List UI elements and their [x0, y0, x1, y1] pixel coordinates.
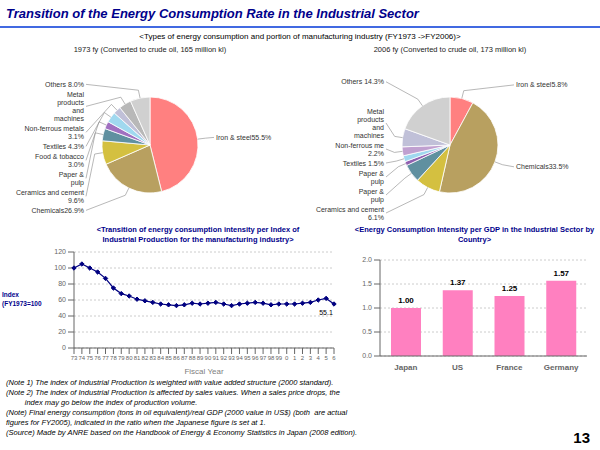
svg-text:20: 20: [58, 328, 66, 335]
svg-text:84: 84: [157, 355, 164, 361]
svg-text:98: 98: [268, 355, 275, 361]
svg-text:Ceramics and cement9.6%: Ceramics and cement9.6%: [16, 189, 84, 204]
svg-text:Paper &pulp: Paper &pulp: [359, 188, 385, 204]
svg-text:80: 80: [126, 355, 133, 361]
svg-text:3: 3: [309, 355, 313, 361]
svg-text:Non-ferrous me2.2%: Non-ferrous me2.2%: [335, 142, 384, 157]
svg-text:82: 82: [142, 355, 149, 361]
svg-text:Paper &pulp: Paper &pulp: [59, 171, 85, 187]
svg-text:Food & tobacco3.0%: Food & tobacco3.0%: [35, 153, 84, 168]
svg-text:89: 89: [197, 355, 204, 361]
html-text:Transition of the Energy Consu: Transition of the Energy Consumption Rat…: [6, 6, 419, 21]
svg-text:93: 93: [228, 355, 235, 361]
html-text:(Note) Final energy consumptio: (Note) Final energy consumption (tons in…: [6, 408, 358, 437]
svg-text:88: 88: [189, 355, 196, 361]
svg-text:97: 97: [260, 355, 267, 361]
svg-text:Paper &pulp: Paper &pulp: [359, 170, 385, 186]
svg-text:Metalproductsandmachines: Metalproductsandmachines: [354, 108, 384, 139]
svg-text:Textiles 4.3%: Textiles 4.3%: [43, 143, 84, 150]
html-text:(Note 1) The index of Industri: (Note 1) The index of Industrial Product…: [6, 378, 334, 387]
svg-text:92: 92: [220, 355, 227, 361]
svg-text:4: 4: [317, 355, 321, 361]
svg-text:95: 95: [244, 355, 251, 361]
svg-text:77: 77: [102, 355, 109, 361]
svg-text:Chemicals33.5%: Chemicals33.5%: [516, 163, 569, 170]
svg-text:Iron & steel5.8%: Iron & steel5.8%: [516, 81, 567, 88]
svg-text:40: 40: [58, 312, 66, 319]
svg-text:Textiles 1.5%: Textiles 1.5%: [343, 160, 384, 167]
svg-text:76: 76: [94, 355, 101, 361]
html-text:<Energy Consumption Intensity: <Energy Consumption Intensity per GDP in…: [354, 225, 595, 244]
svg-text:Fiscal Year: Fiscal Year: [184, 367, 223, 374]
svg-text:60: 60: [58, 296, 66, 303]
svg-text:1.0: 1.0: [362, 304, 372, 311]
html-text:13: 13: [573, 429, 590, 446]
svg-text:Chemicals26.9%: Chemicals26.9%: [31, 207, 84, 214]
svg-text:79: 79: [118, 355, 125, 361]
svg-text:100: 100: [54, 264, 66, 271]
html-text:Index (FY1973=100: Index (FY1973=100: [2, 291, 42, 307]
svg-text:120: 120: [54, 248, 66, 255]
html-text:(Note 2) The index of Industri: (Note 2) The index of Industrial Product…: [6, 388, 340, 407]
svg-text:78: 78: [110, 355, 117, 361]
svg-text:Non-ferrous metals3.1%: Non-ferrous metals3.1%: [24, 125, 84, 140]
svg-text:Others 8.0%: Others 8.0%: [45, 81, 84, 88]
svg-text:France: France: [496, 363, 523, 372]
svg-text:Japan: Japan: [394, 363, 417, 372]
svg-text:81: 81: [134, 355, 141, 361]
svg-text:73: 73: [71, 355, 78, 361]
svg-text:0: 0: [285, 355, 289, 361]
svg-text:0: 0: [62, 344, 66, 351]
svg-text:Others 14.3%: Others 14.3%: [341, 78, 384, 85]
svg-text:2.0: 2.0: [362, 256, 372, 263]
svg-text:0.5: 0.5: [362, 328, 372, 335]
svg-text:US: US: [452, 363, 464, 372]
html-text:<Transition of energy consumpt: <Transition of energy consumption intens…: [96, 225, 300, 244]
svg-text:Germany: Germany: [544, 363, 579, 372]
svg-text:1: 1: [293, 355, 297, 361]
html-text:2006 fy (Converted to crude oi: 2006 fy (Converted to crude oil, 173 mil…: [373, 45, 527, 54]
svg-text:75: 75: [86, 355, 93, 361]
svg-text:6: 6: [332, 355, 336, 361]
svg-text:85: 85: [165, 355, 172, 361]
svg-text:94: 94: [236, 355, 243, 361]
svg-text:87: 87: [181, 355, 188, 361]
svg-text:Ceramics and cement6.1%: Ceramics and cement6.1%: [316, 206, 384, 221]
svg-text:74: 74: [79, 355, 86, 361]
svg-text:80: 80: [58, 280, 66, 287]
svg-text:1.37: 1.37: [450, 278, 466, 287]
html-text:1973 fy (Converted to crude oi: 1973 fy (Converted to crude oil, 165 mil…: [73, 45, 227, 54]
svg-text:1.25: 1.25: [502, 284, 518, 293]
svg-text:91: 91: [212, 355, 219, 361]
svg-text:0.0: 0.0: [362, 352, 372, 359]
svg-text:1.00: 1.00: [398, 296, 414, 305]
svg-text:1.57: 1.57: [553, 269, 569, 278]
svg-text:Metalproductsandmachines: Metalproductsandmachines: [54, 91, 84, 122]
svg-text:99: 99: [276, 355, 283, 361]
svg-text:5: 5: [324, 355, 328, 361]
html-text:<Types of energy consumption a: <Types of energy consumption and portion…: [139, 32, 461, 41]
svg-text:55.1: 55.1: [319, 309, 333, 316]
svg-text:90: 90: [205, 355, 212, 361]
svg-text:2: 2: [301, 355, 305, 361]
svg-text:1.5: 1.5: [362, 280, 372, 287]
svg-text:Iron & steel55.5%: Iron & steel55.5%: [216, 134, 271, 141]
svg-text:96: 96: [252, 355, 259, 361]
svg-text:83: 83: [149, 355, 156, 361]
svg-text:86: 86: [173, 355, 180, 361]
